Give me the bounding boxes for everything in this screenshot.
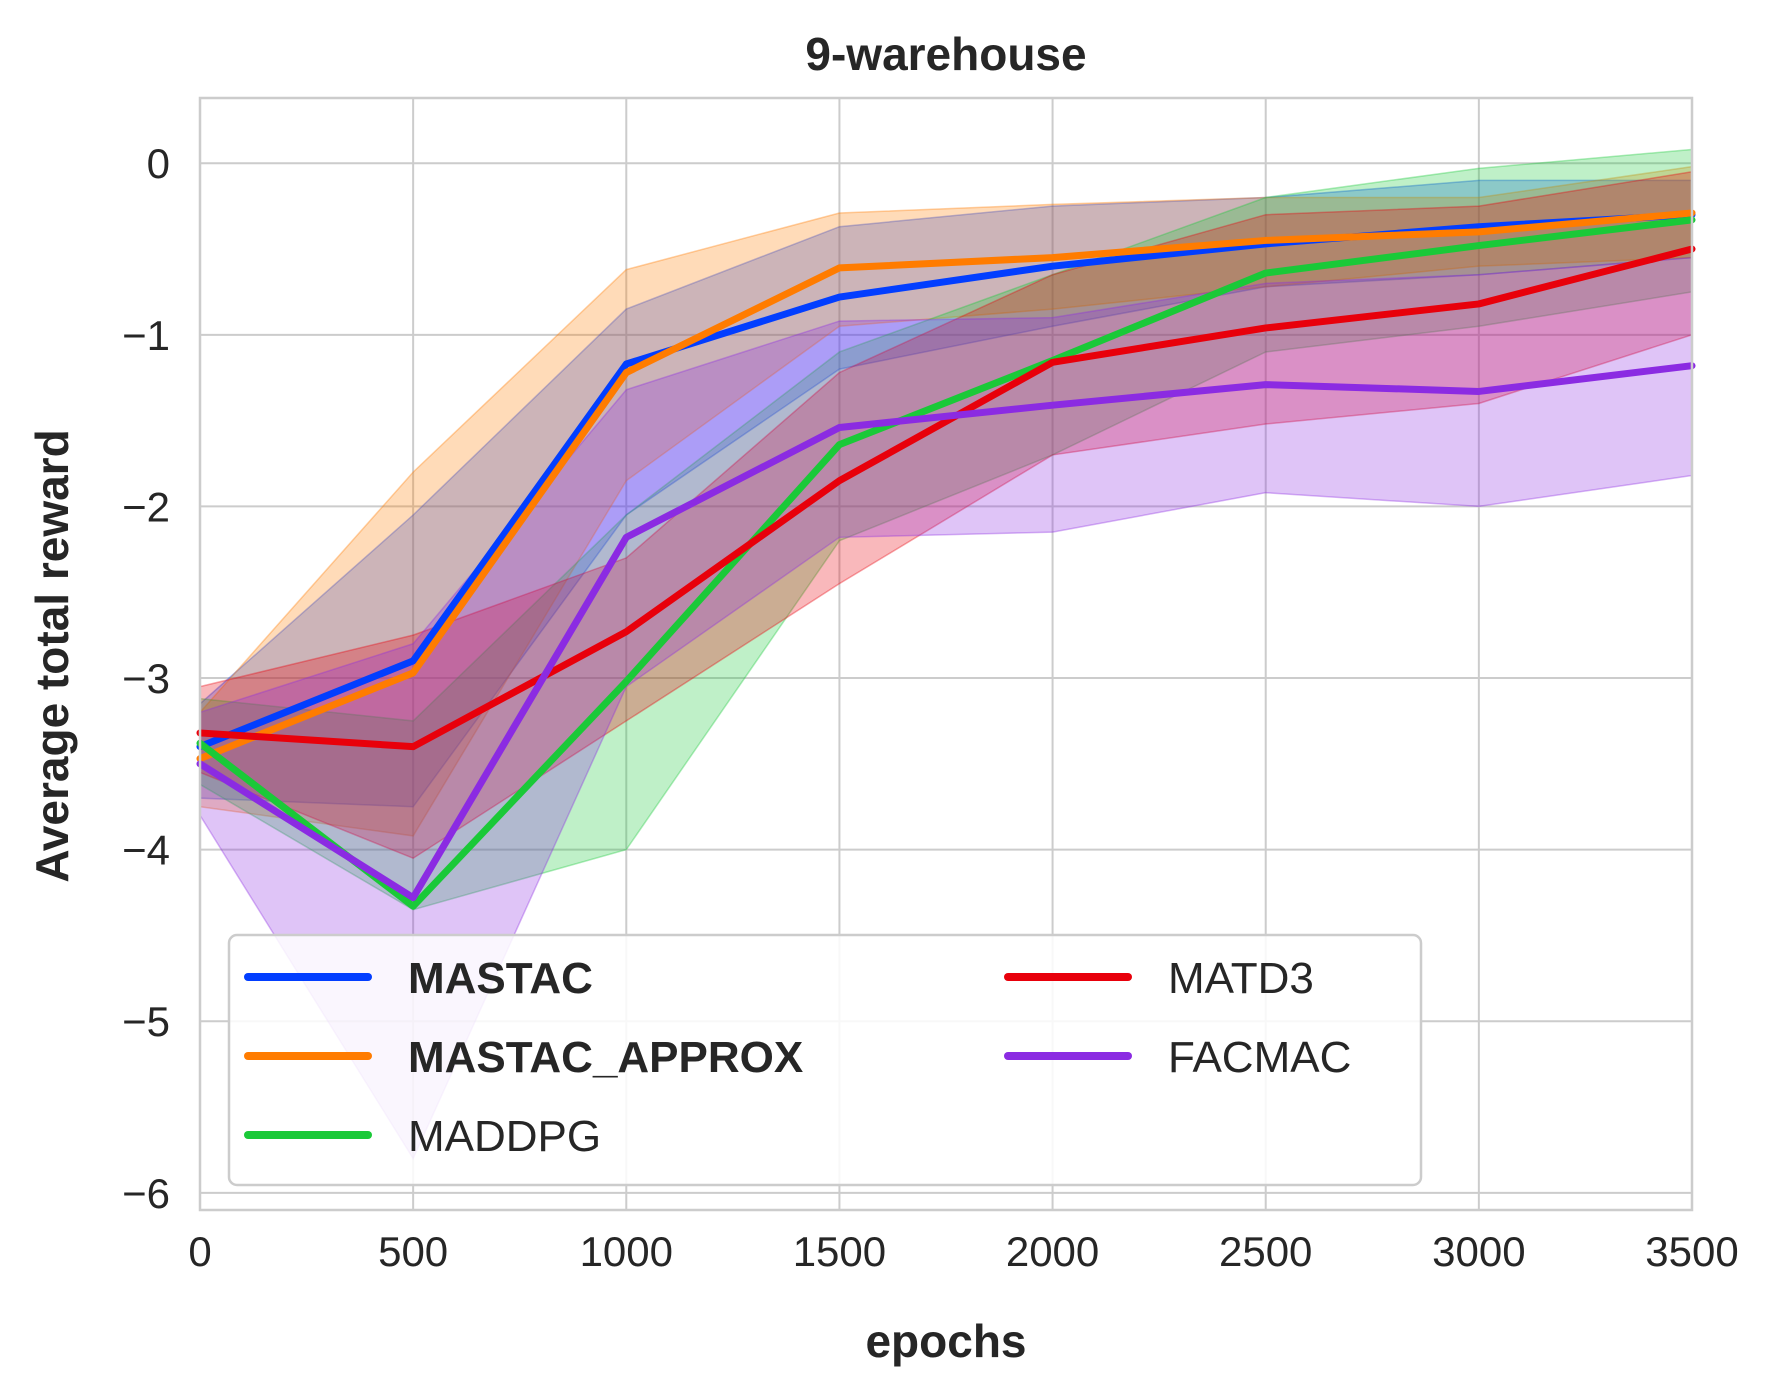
facmac-line xyxy=(196,362,1696,902)
maddpg-line xyxy=(196,216,1696,910)
matd3-line xyxy=(196,245,1696,751)
x-tick-label: 2000 xyxy=(1006,1228,1099,1275)
x-tick-label: 1000 xyxy=(580,1228,673,1275)
legend-label-matd3: MATD3 xyxy=(1168,954,1314,1003)
y-tick-label: 0 xyxy=(147,140,170,187)
y-tick-label: −2 xyxy=(122,483,170,530)
tick-labels: 0 500 1000 1500 2000 2500 3000 3500 0 −1 −2 −3 −4 −5 −… xyxy=(122,140,1739,1275)
y-tick-label: −6 xyxy=(122,1170,170,1217)
y-tick-label: −1 xyxy=(122,312,170,359)
x-tick-label: 500 xyxy=(378,1228,448,1275)
mastac-approx-line xyxy=(196,209,1696,763)
legend: MASTAC MASTAC_APPROX MADDPG MATD3 FACMAC xyxy=(227,933,1423,1187)
chart-title: 9-warehouse xyxy=(805,28,1086,80)
legend-label-mastac-approx: MASTAC_APPROX xyxy=(408,1033,803,1082)
y-tick-label: −3 xyxy=(122,655,170,702)
x-tick-label: 0 xyxy=(188,1228,211,1275)
legend-box xyxy=(227,933,1423,1187)
legend-label-mastac: MASTAC xyxy=(408,954,593,1003)
legend-label-facmac: FACMAC xyxy=(1168,1033,1351,1082)
x-tick-label: 3500 xyxy=(1645,1228,1738,1275)
x-tick-label: 2500 xyxy=(1219,1228,1312,1275)
plot-frame xyxy=(198,96,1694,1212)
series-lines xyxy=(196,209,1696,910)
y-tick-label: −4 xyxy=(122,827,170,874)
x-axis-label: epochs xyxy=(865,1315,1026,1367)
y-tick-label: −5 xyxy=(122,998,170,1045)
y-axis-label: Average total reward xyxy=(26,429,78,882)
mastac-line xyxy=(196,211,1696,751)
legend-label-maddpg: MADDPG xyxy=(408,1112,601,1161)
x-tick-label: 3000 xyxy=(1432,1228,1525,1275)
x-tick-label: 1500 xyxy=(793,1228,886,1275)
